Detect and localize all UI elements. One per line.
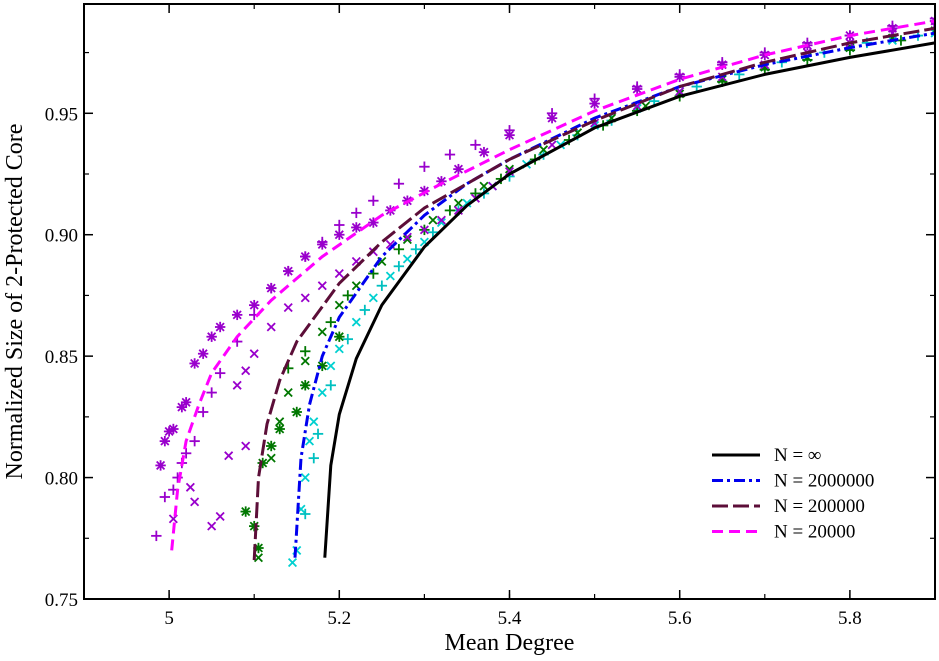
data-point-marker bbox=[504, 164, 515, 174]
marker-series-8 bbox=[168, 21, 935, 531]
data-point-marker bbox=[453, 205, 463, 215]
data-point-marker bbox=[241, 366, 251, 376]
data-point-marker bbox=[351, 281, 361, 291]
data-point-marker bbox=[317, 281, 327, 291]
x-tick-label: 5.8 bbox=[838, 608, 862, 629]
data-point-marker bbox=[377, 256, 387, 266]
x-tick-label: 5.2 bbox=[327, 608, 351, 629]
data-point-marker bbox=[402, 254, 412, 264]
data-point-marker bbox=[326, 361, 336, 371]
data-point-marker bbox=[351, 317, 361, 327]
data-point-marker bbox=[675, 86, 685, 96]
data-point-marker bbox=[185, 482, 195, 492]
legend-label-1: N = ∞ bbox=[774, 445, 821, 466]
y-tick-label: 0.75 bbox=[45, 590, 78, 611]
data-point-marker bbox=[283, 303, 293, 313]
data-point-marker bbox=[287, 558, 298, 568]
data-point-marker bbox=[300, 356, 310, 366]
data-point-marker bbox=[317, 388, 327, 398]
data-point-marker bbox=[232, 380, 242, 390]
axis-ticks: 5 5.2 5.4 5.6 5.8 0.75 0.80 0.85 0.90 0.95 bbox=[45, 4, 936, 629]
y-tick-label: 0.95 bbox=[45, 104, 78, 125]
y-tick-label: 0.90 bbox=[45, 226, 78, 247]
data-point-marker bbox=[607, 113, 617, 123]
data-point-marker bbox=[573, 128, 583, 138]
data-point-marker bbox=[385, 271, 395, 281]
data-point-marker bbox=[547, 140, 557, 150]
data-point-marker bbox=[283, 388, 293, 398]
data-point-marker bbox=[436, 218, 446, 228]
legend-label-3: N = 200000 bbox=[774, 496, 865, 517]
data-point-marker bbox=[207, 521, 217, 531]
marker-series-5 bbox=[283, 35, 907, 374]
data-point-marker bbox=[249, 349, 259, 359]
series-line-4 bbox=[170, 19, 935, 551]
data-point-marker bbox=[300, 473, 310, 483]
data-point-marker bbox=[462, 198, 472, 208]
x-tick-label: 5 bbox=[164, 608, 174, 629]
data-point-marker bbox=[479, 181, 489, 191]
data-point-marker bbox=[275, 417, 285, 427]
data-point-marker bbox=[266, 453, 276, 463]
data-point-marker bbox=[266, 322, 276, 332]
data-point-marker bbox=[402, 232, 412, 242]
series-line-2 bbox=[293, 31, 935, 558]
legend-label-4: N = 20000 bbox=[774, 522, 855, 543]
data-point-marker bbox=[241, 441, 251, 451]
legend: N = ∞ N = 2000000 N = 200000 N = 20000 bbox=[712, 445, 874, 543]
data-point-marker bbox=[334, 344, 344, 354]
data-point-marker bbox=[253, 553, 263, 563]
data-point-marker bbox=[930, 21, 935, 28]
data-point-marker bbox=[300, 293, 310, 303]
data-point-marker bbox=[402, 235, 412, 245]
data-point-marker bbox=[385, 239, 395, 249]
data-point-marker bbox=[428, 215, 438, 225]
y-tick-label: 0.85 bbox=[45, 347, 78, 368]
data-point-marker bbox=[632, 101, 642, 111]
series-line-3 bbox=[252, 26, 935, 561]
x-tick-label: 5.6 bbox=[668, 608, 692, 629]
data-point-marker bbox=[539, 145, 549, 155]
y-tick-label: 0.80 bbox=[45, 469, 78, 490]
marker-series-7 bbox=[151, 13, 935, 542]
data-point-marker bbox=[309, 417, 319, 427]
chart-marks bbox=[151, 13, 935, 568]
data-point-marker bbox=[304, 436, 315, 446]
data-point-marker bbox=[224, 451, 234, 461]
data-point-marker bbox=[334, 269, 344, 279]
data-point-marker bbox=[334, 300, 344, 310]
x-tick-label: 5.4 bbox=[498, 608, 522, 629]
series-line-1 bbox=[323, 41, 935, 558]
legend-label-2: N = 2000000 bbox=[774, 471, 874, 492]
data-point-marker bbox=[930, 31, 935, 38]
data-point-marker bbox=[368, 293, 378, 303]
data-point-marker bbox=[419, 225, 429, 235]
x-axis-title: Mean Degree bbox=[445, 630, 575, 656]
data-point-marker bbox=[453, 198, 463, 208]
data-point-marker bbox=[930, 28, 935, 35]
y-axis-title: Normalized Size of 2-Protected Core bbox=[2, 124, 28, 480]
data-point-marker bbox=[190, 497, 200, 507]
data-point-marker bbox=[436, 215, 446, 225]
data-point-marker bbox=[419, 237, 429, 247]
data-point-marker bbox=[351, 256, 361, 266]
data-point-marker bbox=[317, 327, 327, 337]
data-point-marker bbox=[590, 118, 600, 128]
data-point-marker bbox=[215, 511, 225, 521]
